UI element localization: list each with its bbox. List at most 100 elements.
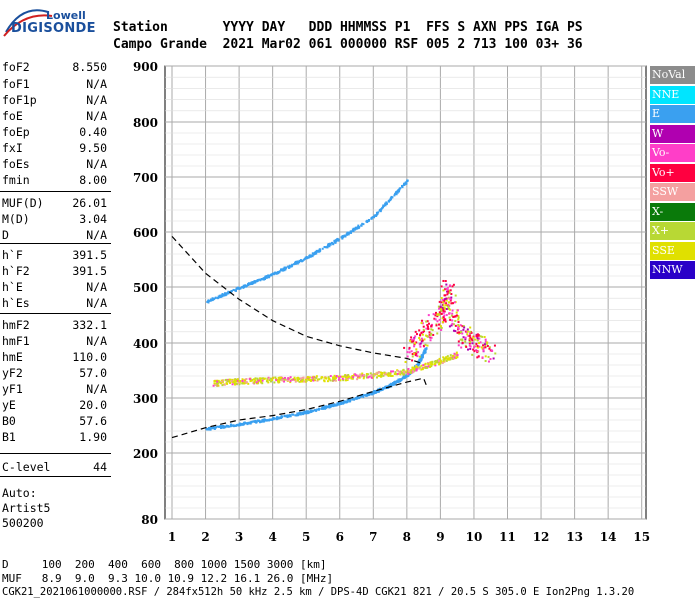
param-row: h`Es N/A [2, 296, 107, 312]
param-label: fxI [2, 141, 23, 155]
echo-point [317, 408, 320, 411]
echo-point [276, 416, 279, 419]
param-value: N/A [86, 157, 107, 171]
echo-point [428, 333, 431, 336]
echo-point [482, 344, 485, 347]
y-tick-label: 200 [133, 447, 158, 461]
echo-point [430, 332, 433, 335]
legend-item: Vo- [650, 144, 695, 162]
echo-point [310, 254, 313, 257]
echo-point [367, 219, 370, 222]
echo-point [296, 261, 299, 264]
echo-point [445, 304, 448, 307]
echo-point [445, 283, 448, 286]
echo-point [463, 326, 466, 329]
echo-point [418, 329, 421, 332]
echo-point [342, 379, 345, 382]
echo-point [412, 368, 415, 371]
echo-point [431, 329, 434, 332]
echo-point [360, 375, 363, 378]
echo-point [366, 392, 369, 395]
echo-point [426, 325, 429, 328]
echo-point [475, 342, 478, 345]
echo-point [455, 314, 458, 317]
echo-point [408, 351, 411, 354]
echo-point [343, 400, 346, 403]
ionogram-echoes [205, 179, 497, 431]
echo-point [384, 203, 387, 206]
echo-point [442, 319, 445, 322]
echo-point [437, 327, 440, 330]
echo-point [435, 324, 438, 327]
echo-point [307, 411, 310, 414]
echo-point [255, 280, 258, 283]
echo-point [227, 290, 230, 293]
echo-point [299, 380, 302, 383]
param-value: 9.50 [79, 141, 107, 155]
echo-point [265, 275, 268, 278]
echo-point [397, 380, 400, 383]
echo-point [418, 366, 421, 369]
echo-point [234, 378, 237, 381]
echo-point [408, 346, 411, 349]
echo-point [287, 377, 290, 380]
echo-point [213, 297, 216, 300]
echo-point [421, 339, 424, 342]
echo-point [422, 330, 425, 333]
echo-point [295, 414, 298, 417]
x-tick-label: 13 [566, 530, 583, 544]
echo-point [443, 314, 446, 317]
echo-point [277, 380, 280, 383]
echo-point [452, 323, 455, 326]
echo-point [444, 297, 447, 300]
echo-point [341, 237, 344, 240]
echo-point [376, 390, 379, 393]
echo-point [476, 350, 479, 353]
echo-point [306, 256, 309, 259]
echo-point [337, 378, 340, 381]
echo-point [458, 332, 461, 335]
profile-curves [171, 235, 428, 439]
echo-point [387, 384, 390, 387]
x-tick-label: 15 [633, 530, 650, 544]
echo-point [229, 381, 232, 384]
echo-point [236, 380, 239, 383]
echo-point [442, 304, 445, 307]
legend-item: NNW [650, 261, 695, 279]
echo-point [339, 379, 342, 382]
echo-point [411, 366, 414, 369]
echo-point [347, 374, 350, 377]
echo-point [473, 346, 476, 349]
echo-point [478, 342, 481, 345]
echo-point [342, 402, 345, 405]
echo-point [456, 354, 459, 357]
echo-point [294, 380, 297, 383]
echo-point [212, 426, 215, 429]
echo-point [389, 372, 392, 375]
echo-point [412, 371, 415, 374]
echo-point [486, 341, 489, 344]
echo-point [256, 377, 259, 380]
echo-point [406, 355, 409, 358]
echo-point [445, 359, 448, 362]
echo-point [422, 366, 425, 369]
echo-point [363, 394, 366, 397]
echo-point [468, 339, 471, 342]
echo-point [221, 293, 224, 296]
echo-point [302, 379, 305, 382]
echo-point [345, 376, 348, 379]
x-tick-label: 8 [403, 530, 411, 544]
echo-point [297, 414, 300, 417]
echo-point [270, 273, 273, 276]
echo-point [451, 357, 454, 360]
echo-point [450, 314, 453, 317]
echo-point [441, 317, 444, 320]
echo-point [226, 380, 229, 383]
echo-point [264, 278, 267, 281]
echo-point [367, 373, 370, 376]
echo-point [370, 376, 373, 379]
echo-point [237, 287, 240, 290]
echo-point [331, 242, 334, 245]
echo-point [443, 357, 446, 360]
echo-point [224, 292, 227, 295]
